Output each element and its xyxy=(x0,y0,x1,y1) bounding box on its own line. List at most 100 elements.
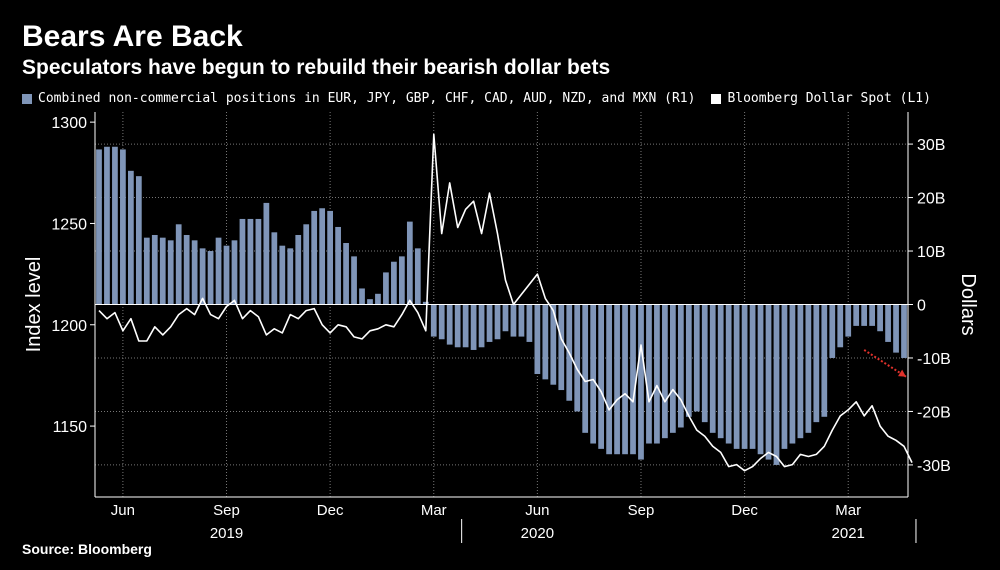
right-tick-label: 10B xyxy=(917,244,945,261)
bar xyxy=(167,240,174,305)
bar xyxy=(470,304,477,350)
bar xyxy=(574,304,581,412)
bar xyxy=(112,146,118,305)
left-tick-label: 1250 xyxy=(51,216,87,233)
bar xyxy=(215,237,222,305)
trend-arrow-head xyxy=(898,369,907,377)
bar xyxy=(486,304,493,342)
bar xyxy=(120,149,126,305)
month-tick-label: Sep xyxy=(213,502,240,519)
year-tick-label: 2019 xyxy=(210,525,243,542)
legend-swatch-positions xyxy=(22,93,32,104)
bar xyxy=(295,234,302,305)
bar xyxy=(885,304,891,342)
bar xyxy=(646,304,652,444)
month-tick-label: Sep xyxy=(628,502,655,519)
bar xyxy=(701,304,708,423)
bar xyxy=(518,304,525,337)
bar xyxy=(462,304,469,348)
year-tick-label: 2021 xyxy=(832,525,865,542)
bar xyxy=(398,256,405,305)
bar xyxy=(693,304,700,412)
bar xyxy=(813,304,820,423)
bar xyxy=(446,304,453,345)
bar xyxy=(207,251,214,305)
trend-arrow-shaft xyxy=(863,349,907,378)
bar xyxy=(526,304,533,342)
bar xyxy=(359,288,365,305)
bar xyxy=(598,304,605,449)
bar xyxy=(845,304,852,337)
bar xyxy=(271,232,278,305)
bar xyxy=(550,304,557,385)
bar xyxy=(709,304,716,433)
bar xyxy=(765,304,772,460)
bar xyxy=(247,218,254,305)
bar xyxy=(582,304,589,433)
bar xyxy=(127,170,134,305)
bar xyxy=(414,248,421,305)
bar xyxy=(590,304,597,444)
right-tick-label: -30B xyxy=(917,458,951,475)
legend-label-dollar-spot: Bloomberg Dollar Spot (L1) xyxy=(727,91,931,106)
legend-label-positions: Combined non-commercial positions in EUR… xyxy=(38,91,696,106)
legend-item-positions: Combined non-commercial positions in EUR… xyxy=(22,91,695,106)
legend-item-dollar-spot: Bloomberg Dollar Spot (L1) xyxy=(711,91,931,106)
bar xyxy=(614,304,620,455)
source-note: Source: Bloomberg xyxy=(22,541,152,557)
bar xyxy=(534,304,541,375)
year-tick-label: 2020 xyxy=(521,525,554,542)
bar xyxy=(406,221,413,305)
bar xyxy=(502,304,509,332)
bar xyxy=(335,226,341,305)
bar xyxy=(319,208,326,305)
right-tick-label: -20B xyxy=(917,404,951,421)
bar xyxy=(757,304,764,455)
left-tick-label: 1150 xyxy=(53,419,88,436)
left-tick-label: 1200 xyxy=(51,318,87,335)
bar xyxy=(438,304,445,340)
bar xyxy=(327,210,334,305)
bar xyxy=(773,304,780,465)
bar xyxy=(351,256,357,305)
month-tick-label: Jun xyxy=(111,502,135,519)
bar xyxy=(199,248,206,305)
bar xyxy=(638,304,644,460)
bar xyxy=(558,304,565,391)
bar xyxy=(677,304,684,428)
right-tick-label: 20B xyxy=(917,191,945,208)
bar xyxy=(853,304,860,326)
bar xyxy=(494,304,501,340)
bar xyxy=(685,304,692,417)
bar xyxy=(367,299,373,305)
bar xyxy=(135,176,142,305)
bar xyxy=(829,304,836,358)
bar xyxy=(669,304,676,433)
bar xyxy=(191,240,198,305)
bar xyxy=(630,304,636,455)
bar xyxy=(654,304,660,444)
bar xyxy=(96,149,102,305)
bar xyxy=(606,304,612,455)
bar xyxy=(893,304,899,353)
bar xyxy=(255,218,262,305)
bar xyxy=(869,304,876,326)
bar xyxy=(622,304,628,455)
right-tick-label: 30B xyxy=(917,137,945,154)
bar xyxy=(391,261,397,305)
month-tick-label: Dec xyxy=(731,502,758,519)
legend: Combined non-commercial positions in EUR… xyxy=(22,91,931,106)
right-tick-label: 0 xyxy=(917,298,926,315)
bar xyxy=(263,202,270,305)
month-tick-label: Mar xyxy=(421,502,447,519)
bar xyxy=(430,304,437,337)
bar xyxy=(510,304,517,337)
bar xyxy=(311,210,318,305)
bar xyxy=(422,301,429,305)
right-tick-label: -10B xyxy=(917,351,951,368)
bar xyxy=(725,304,732,444)
chart-title: Bears Are Back xyxy=(22,20,243,53)
bar xyxy=(821,304,828,417)
bar xyxy=(159,237,166,305)
